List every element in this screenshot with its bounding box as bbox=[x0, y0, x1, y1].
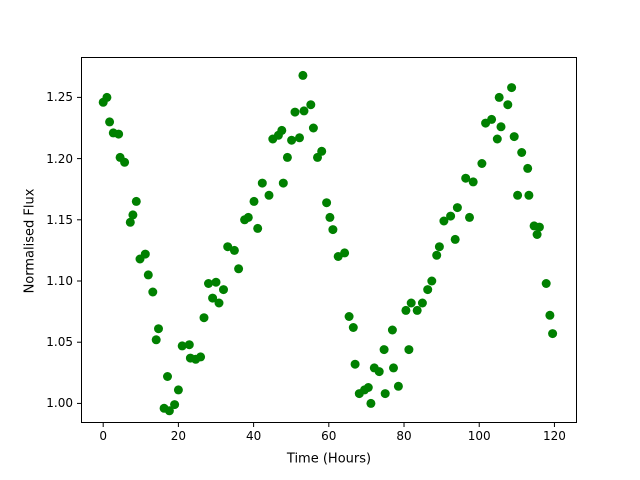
x-tick-label: 120 bbox=[542, 429, 566, 443]
x-tick-label: 0 bbox=[99, 429, 107, 443]
plot-area bbox=[81, 57, 577, 423]
x-tick-label: 80 bbox=[396, 429, 412, 443]
y-tick-label: 1.15 bbox=[46, 212, 73, 227]
y-tick-label: 1.00 bbox=[46, 396, 73, 411]
x-tick-label: 20 bbox=[170, 429, 187, 443]
y-tick-label: 1.25 bbox=[46, 90, 73, 105]
x-axis-label: Time (Hours) bbox=[286, 451, 372, 467]
x-tick-label: 40 bbox=[245, 429, 262, 443]
y-tick-label: 1.20 bbox=[46, 151, 73, 166]
x-tick-label: 60 bbox=[321, 429, 337, 443]
x-tick-label: 100 bbox=[467, 429, 491, 443]
y-tick-label: 1.10 bbox=[46, 274, 73, 288]
y-axis-label: Normalised Flux bbox=[22, 188, 38, 294]
y-tick-label: 1.05 bbox=[46, 335, 73, 350]
